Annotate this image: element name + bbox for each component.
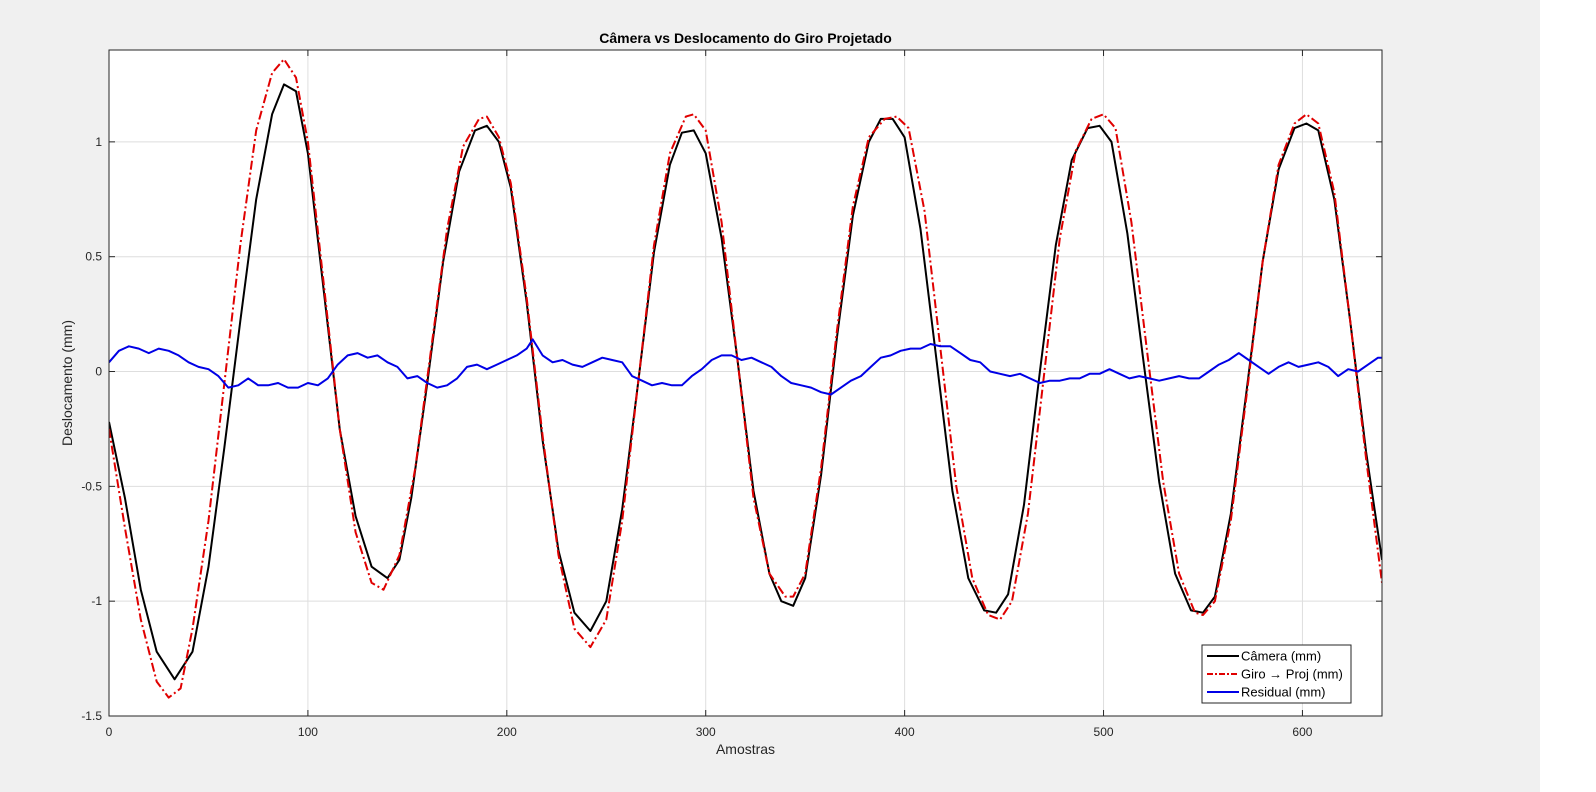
y-tick-label: -0.5 <box>81 479 102 493</box>
series-layer <box>109 58 1382 699</box>
y-tick-label: -1.5 <box>81 709 102 723</box>
y-tick-label: -1 <box>91 594 102 608</box>
window-edge-strip <box>1540 0 1596 792</box>
series-line-2 <box>109 58 1382 699</box>
legend-label-3: Residual (mm) <box>1241 685 1326 700</box>
legend: Câmera (mm) Giro → Proj (mm) Residual (mm) <box>1201 644 1352 704</box>
series-line-3 <box>109 338 1382 396</box>
legend-label-1: Câmera (mm) <box>1241 649 1321 664</box>
x-tick-label: 0 <box>106 725 113 739</box>
axes-box <box>108 49 1383 717</box>
x-tick-label: 500 <box>1094 725 1114 739</box>
x-tick-labels: 0 100 200 300 400 500 600 <box>106 725 1313 739</box>
x-tick-label: 600 <box>1292 725 1312 739</box>
legend-label-2: Giro → Proj (mm) <box>1241 667 1343 682</box>
line-chart: 0 100 200 300 400 500 600 -1.5 -1 -0.5 0 0.5 1 Câme… <box>59 30 1383 757</box>
x-tick-label: 300 <box>696 725 716 739</box>
y-tick-label: 1 <box>95 135 102 149</box>
y-axis-label: Deslocamento (mm) <box>59 320 75 446</box>
x-tick-label: 100 <box>298 725 318 739</box>
y-tick-labels: -1.5 -1 -0.5 0 0.5 1 <box>81 135 102 723</box>
x-tick-label: 200 <box>497 725 517 739</box>
tick-marks <box>108 50 1382 717</box>
x-tick-label: 400 <box>895 725 915 739</box>
chart-title: Câmera vs Deslocamento do Giro Projetado <box>599 30 892 46</box>
x-axis-label: Amostras <box>716 741 775 757</box>
plot-area <box>109 50 1382 716</box>
y-tick-label: 0.5 <box>85 250 102 264</box>
legend-box <box>1201 644 1352 704</box>
y-tick-label: 0 <box>95 365 102 379</box>
